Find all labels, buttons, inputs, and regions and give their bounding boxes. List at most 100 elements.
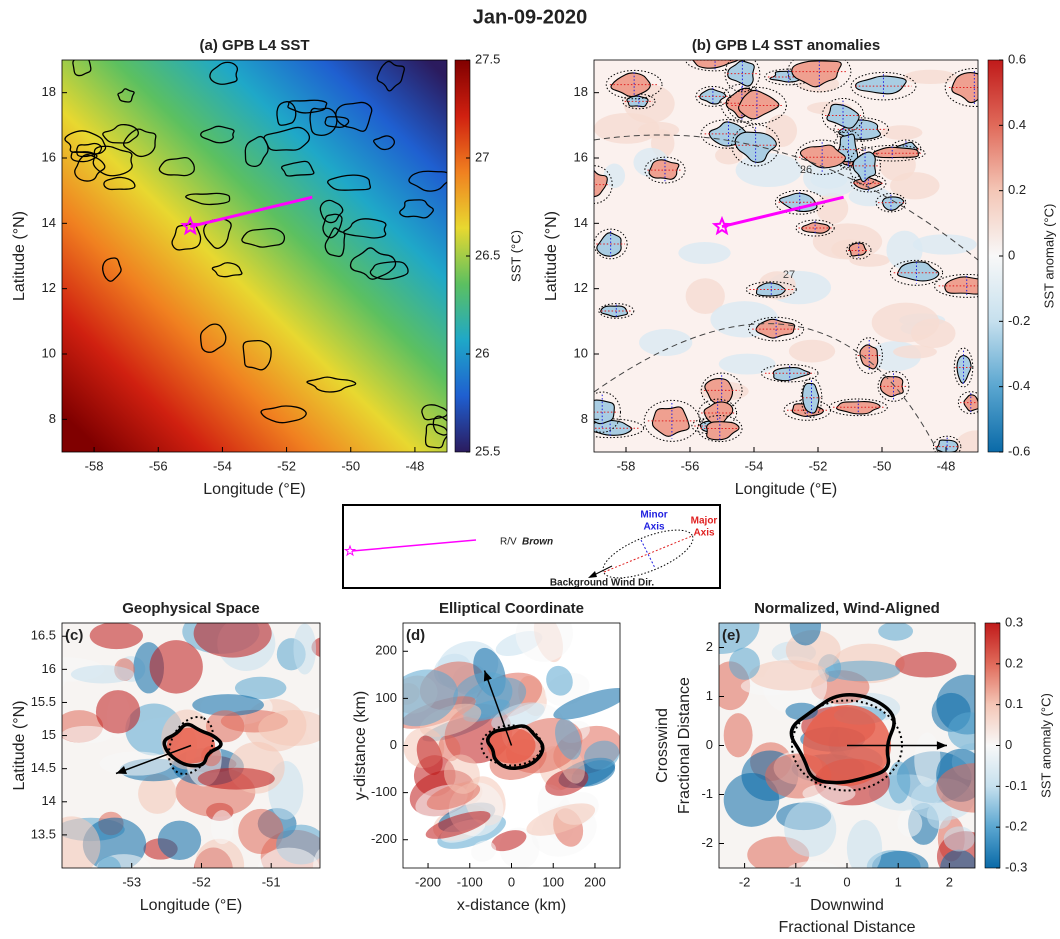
- fit-ellipse: [858, 144, 926, 162]
- x-tick-label: -52: [192, 874, 211, 889]
- y-axis-label: Crosswind: [654, 708, 671, 783]
- patch: [881, 125, 923, 140]
- colorbar-label: SST anomaly (°C): [1041, 204, 1056, 309]
- patch: [138, 773, 177, 814]
- legend-minor-label: Minor: [640, 510, 667, 521]
- x-tick-label: -58: [617, 458, 636, 473]
- x-tick-label: 0: [843, 874, 850, 889]
- patch: [788, 339, 836, 363]
- patch: [471, 840, 497, 862]
- patch: [438, 734, 461, 762]
- x-tick-label: -54: [213, 458, 232, 473]
- fit-ellipse: [889, 259, 944, 286]
- patch: [149, 640, 203, 694]
- eddy: [852, 151, 877, 183]
- patch: [887, 761, 911, 804]
- colorbar-tick-label: 0.4: [1008, 117, 1026, 132]
- field: [719, 623, 975, 868]
- patch: [546, 665, 573, 696]
- x-tick-label: 200: [584, 874, 606, 889]
- patch: [425, 811, 491, 839]
- fit-ellipse: [828, 398, 888, 417]
- x-tick-label: -200: [415, 874, 441, 889]
- y-tick-label: -2: [701, 835, 713, 850]
- fit-ellipse: [731, 124, 781, 167]
- fit-ellipse: [821, 97, 865, 133]
- patch: [723, 772, 780, 827]
- contour: [117, 88, 135, 103]
- fit-ellipse: [167, 716, 215, 775]
- patch: [444, 754, 480, 794]
- fit-ellipse: [957, 391, 978, 415]
- legend-vessel-label: Brown: [522, 537, 553, 548]
- eddy: [772, 366, 811, 382]
- y-tick-label: 14.5: [31, 760, 56, 775]
- panel-title: (a) GPB L4 SST: [199, 37, 309, 54]
- contour: [70, 151, 98, 163]
- patch: [416, 735, 443, 776]
- contour: [421, 404, 447, 421]
- legend-ellipse: [602, 529, 694, 579]
- fit-ellipse: [933, 273, 978, 298]
- x-tick-label: -100: [457, 874, 483, 889]
- x-tick-label: -56: [149, 458, 168, 473]
- arrow-head: [483, 670, 492, 682]
- fit-ellipse: [724, 60, 761, 93]
- eddy: [727, 60, 755, 87]
- fit-ellipse: [932, 435, 962, 452]
- y-tick-label: 16: [42, 149, 56, 164]
- eddy: [801, 222, 830, 234]
- y-tick-label: 2: [706, 639, 713, 654]
- y-tick-label: 14: [574, 215, 588, 230]
- legend-wind-label: Background Wind Dir.: [550, 578, 655, 589]
- contour: [369, 261, 409, 280]
- field-tiles: [403, 623, 620, 868]
- y-axis-label: y-distance (km): [352, 691, 369, 800]
- y-tick-label: 16: [574, 149, 588, 164]
- fit-ellipse: [643, 399, 701, 442]
- legend-minor-label: Axis: [643, 522, 665, 533]
- y-tick-label: 1: [706, 688, 713, 703]
- track-start: [711, 215, 733, 236]
- contour: [322, 213, 343, 239]
- eddy: [791, 60, 842, 88]
- arrow-head: [936, 741, 947, 750]
- panel-title: Geophysical Space: [122, 600, 260, 617]
- eddy: [896, 261, 940, 282]
- contour: [241, 227, 286, 248]
- y-tick-label: 15: [42, 727, 56, 742]
- y-axis-label: Latitude (°N): [11, 211, 28, 301]
- colorbar-tick-label: 27: [475, 149, 489, 164]
- patch: [194, 838, 245, 868]
- colorbar-tick-label: 0.6: [1008, 51, 1026, 66]
- x-tick-label: -48: [937, 458, 956, 473]
- patch: [825, 660, 901, 682]
- patch: [787, 861, 840, 868]
- y-tick-label: -1: [701, 786, 713, 801]
- patch: [258, 709, 320, 747]
- colorbar-tick-label: 26.5: [475, 247, 500, 262]
- fit-ellipse: [726, 86, 787, 125]
- eddy: [704, 378, 734, 405]
- patch: [238, 808, 284, 855]
- eddy: [651, 406, 690, 437]
- contour: [280, 160, 315, 177]
- contour: [260, 405, 307, 424]
- fit-ellipse: [605, 69, 663, 100]
- contour: [209, 61, 239, 85]
- eddy: [734, 131, 777, 163]
- fit-ellipse: [700, 372, 743, 409]
- contour: [373, 135, 396, 151]
- patch: [947, 712, 975, 751]
- patch: [639, 329, 693, 357]
- contour: [200, 125, 235, 144]
- eddy: [703, 401, 734, 425]
- contour: [324, 227, 346, 258]
- fit-ellipse: [745, 281, 797, 298]
- track-start: [180, 215, 201, 236]
- eddy: [626, 95, 649, 108]
- fit-ellipse: [695, 85, 731, 107]
- patch: [715, 146, 743, 165]
- patch: [848, 186, 891, 207]
- colorbar-tick-label: 0.1: [1005, 696, 1023, 711]
